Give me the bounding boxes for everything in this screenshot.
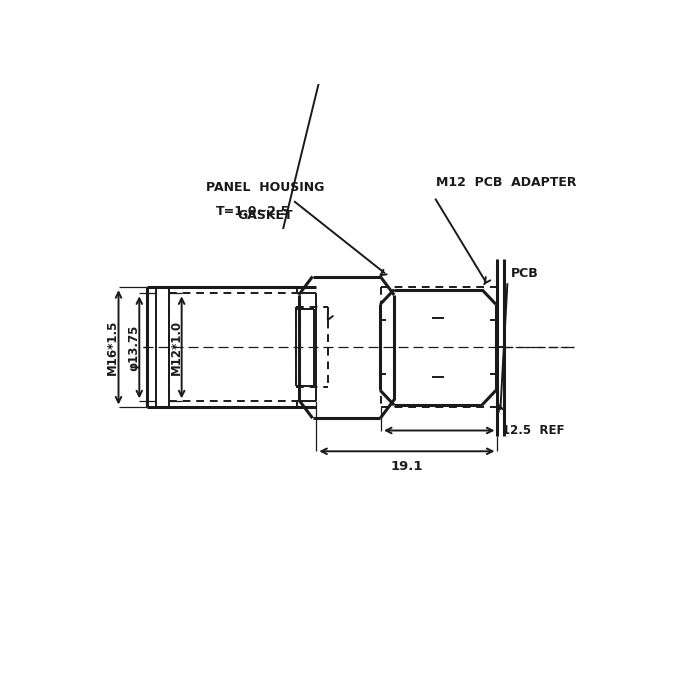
Text: 12.5  REF: 12.5 REF — [502, 424, 564, 437]
Text: T=1.0~2.5: T=1.0~2.5 — [216, 205, 290, 218]
Text: PANEL  HOUSING: PANEL HOUSING — [206, 181, 325, 194]
Text: M12*1.0: M12*1.0 — [170, 320, 183, 375]
Text: φ13.75: φ13.75 — [127, 324, 141, 370]
Text: M12  PCB  ADAPTER: M12 PCB ADAPTER — [435, 176, 576, 190]
Text: 19.1: 19.1 — [391, 460, 423, 473]
Text: PCB: PCB — [511, 267, 539, 279]
Text: GASKET: GASKET — [237, 209, 293, 222]
Text: M16*1.5: M16*1.5 — [106, 320, 119, 375]
